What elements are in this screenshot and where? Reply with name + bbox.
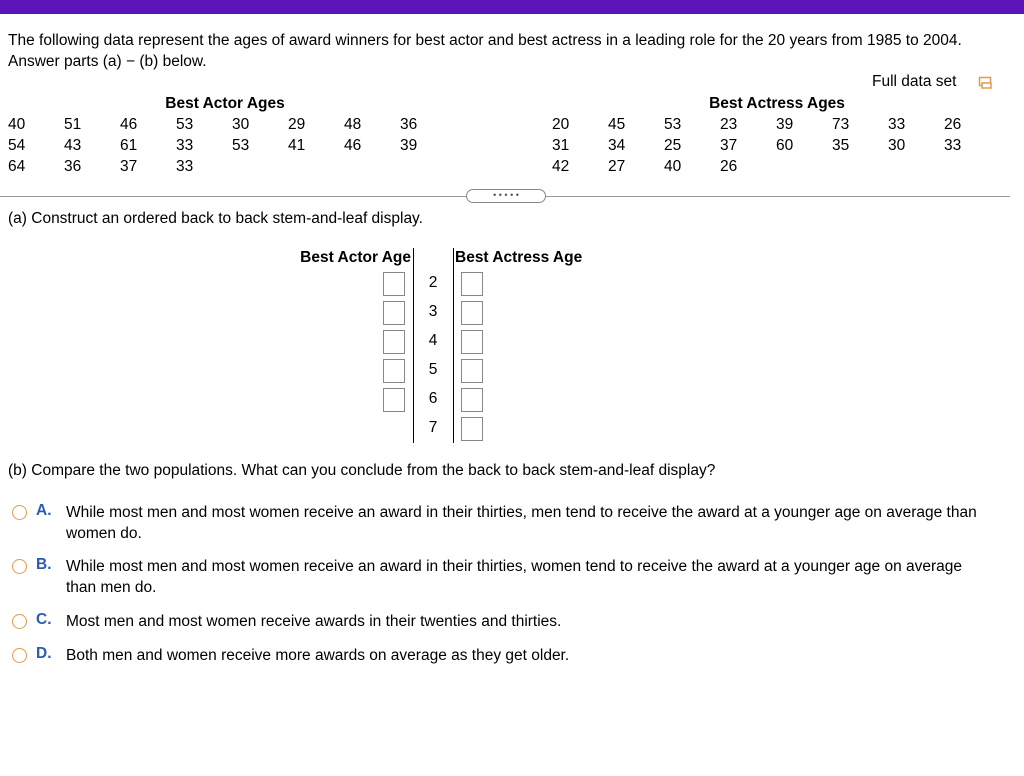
option-text[interactable]: While most men and most women receive an… (66, 558, 963, 596)
right-leaf-input[interactable] (461, 301, 483, 325)
table-cell: 37 (720, 137, 738, 154)
table-cell: 45 (608, 116, 626, 133)
stem-line-right (453, 248, 454, 443)
table-cell: 34 (608, 137, 626, 154)
table-cell: 41 (288, 137, 306, 154)
right-leaf-input[interactable] (461, 359, 483, 383)
option-text[interactable]: Most men and most women receive awards i… (66, 613, 562, 630)
table-cell: 33 (176, 137, 194, 154)
table-title: Best Actress Ages (709, 95, 845, 112)
expand-handle[interactable]: • • • • • (466, 189, 546, 203)
table-cell: 46 (120, 116, 138, 133)
top-bar (0, 0, 1024, 14)
table-cell: 53 (176, 116, 194, 133)
left-leaf-input[interactable] (383, 330, 405, 354)
data-icon[interactable] (978, 76, 994, 90)
table-cell: 61 (120, 137, 138, 154)
stem: 6 (428, 390, 438, 407)
option-letter: A. (36, 502, 52, 519)
intro: The following data represent the ages of… (8, 32, 962, 70)
option-letter: C. (36, 611, 52, 628)
stem: 4 (428, 332, 438, 349)
table-cell: 30 (232, 116, 250, 133)
table-cell: 25 (664, 137, 682, 154)
left-leaf-input[interactable] (383, 272, 405, 296)
stem: 7 (428, 419, 438, 436)
stem-line-left (413, 248, 414, 443)
table-cell: 53 (232, 137, 250, 154)
table-cell: 53 (664, 116, 682, 133)
table-cell: 35 (832, 137, 850, 154)
table-cell: 20 (552, 116, 570, 133)
full-data-set[interactable]: Full data set (872, 73, 957, 90)
left-leaf-input[interactable] (383, 301, 405, 325)
table-cell: 40 (664, 158, 682, 175)
stem: 3 (428, 303, 438, 320)
option-letter: D. (36, 645, 52, 662)
table-cell: 39 (400, 137, 418, 154)
radio-button[interactable] (12, 614, 27, 629)
table-cell: 31 (552, 137, 570, 154)
stem: 2 (428, 274, 438, 291)
table-cell: 30 (888, 137, 906, 154)
table-cell: 26 (720, 158, 738, 175)
radio-button[interactable] (12, 505, 27, 520)
table-cell: 27 (608, 158, 626, 175)
stem: 5 (428, 361, 438, 378)
radio-button[interactable] (12, 648, 27, 663)
table-cell: 73 (832, 116, 850, 133)
table-cell: 51 (64, 116, 82, 133)
right-leaf-input[interactable] (461, 330, 483, 354)
right-header: Best Actress Age (455, 249, 583, 266)
part-b-prompt: (b) Compare the two populations. What ca… (8, 462, 716, 479)
table-cell: 23 (720, 116, 738, 133)
table-cell: 39 (776, 116, 794, 133)
table-cell: 36 (64, 158, 82, 175)
left-leaf-input[interactable] (383, 359, 405, 383)
table-cell: 33 (944, 137, 962, 154)
right-leaf-input[interactable] (461, 417, 483, 441)
table-cell: 26 (944, 116, 962, 133)
table-cell: 43 (64, 137, 82, 154)
right-leaf-input[interactable] (461, 272, 483, 296)
table-cell: 46 (344, 137, 362, 154)
option-text[interactable]: While most men and most women receive an… (66, 504, 977, 542)
table-cell: 33 (888, 116, 906, 133)
table-cell: 42 (552, 158, 570, 175)
table-cell: 60 (776, 137, 794, 154)
radio-button[interactable] (12, 559, 27, 574)
table-cell: 48 (344, 116, 362, 133)
left-leaf-input[interactable] (383, 388, 405, 412)
table-cell: 36 (400, 116, 418, 133)
table-title: Best Actor Ages (165, 95, 285, 112)
left-header: Best Actor Age (300, 249, 411, 266)
option-text[interactable]: Both men and women receive more awards o… (66, 647, 570, 664)
right-leaf-input[interactable] (461, 388, 483, 412)
table-cell: 29 (288, 116, 306, 133)
table-cell: 33 (176, 158, 194, 175)
table-cell: 40 (8, 116, 26, 133)
table-cell: 37 (120, 158, 138, 175)
part-a-prompt: (a) Construct an ordered back to back st… (8, 210, 423, 227)
table-cell: 54 (8, 137, 26, 154)
option-letter: B. (36, 556, 52, 573)
table-cell: 64 (8, 158, 26, 175)
